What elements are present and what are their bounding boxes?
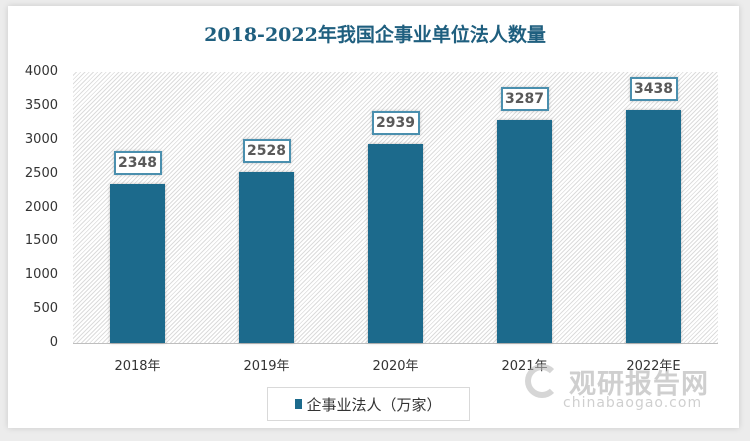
y-tick-label: 1500	[24, 233, 58, 249]
data-label: 2528	[242, 138, 291, 163]
y-tick-label: 3500	[24, 97, 58, 113]
y-tick-label: 2500	[24, 165, 58, 181]
x-tick-label: 2022年E	[626, 359, 681, 374]
data-label: 3287	[500, 87, 549, 112]
bar	[368, 143, 423, 343]
data-label: 2348	[113, 150, 162, 175]
bar	[110, 183, 165, 343]
bar	[626, 110, 681, 343]
chart-title: 2018-2022年我国企事业单位法人数量	[204, 24, 546, 46]
y-tick-label: 2000	[24, 199, 58, 215]
legend-label: 企事业法人（万家）	[306, 395, 442, 414]
watermark-en: chinabaogao.com	[563, 395, 703, 411]
data-label: 3438	[629, 77, 678, 102]
y-tick-label: 500	[33, 301, 58, 317]
x-tick-label: 2020年	[372, 359, 419, 374]
y-tick-label: 4000	[24, 64, 58, 79]
watermark-cn: 观研报告网	[569, 369, 709, 400]
y-tick-label: 1000	[24, 267, 58, 283]
bar	[239, 171, 294, 343]
data-label: 2939	[371, 110, 420, 135]
legend-swatch	[295, 399, 303, 409]
x-tick-label: 2019年	[243, 359, 290, 374]
watermark-logo-icon	[525, 364, 559, 398]
y-tick-label: 0	[49, 335, 58, 350]
y-tick-label: 3000	[24, 131, 58, 147]
watermark: 观研报告网 chinabaogao.com	[525, 362, 715, 422]
bar	[497, 120, 552, 343]
x-tick-label: 2018年	[114, 359, 161, 374]
x-axis-line	[73, 343, 718, 344]
legend: 企事业法人（万家）	[267, 387, 470, 421]
